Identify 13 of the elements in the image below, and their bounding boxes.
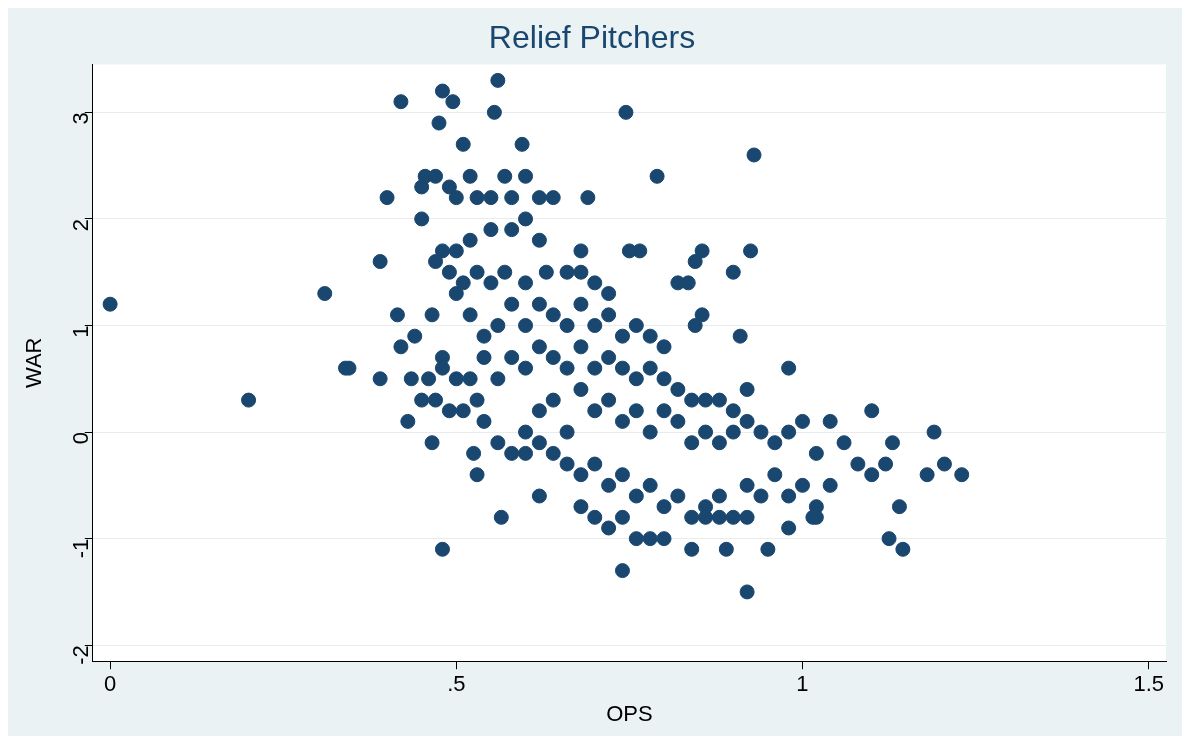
y-axis-title: WAR [21,337,47,389]
y-tick-label: 1 [67,325,93,338]
x-tick-label: 1 [796,671,809,697]
y-tick-label: -1 [67,538,93,559]
x-axis-title: OPS [606,700,653,726]
y-tick-label: 3 [67,112,93,125]
y-tick-label: 0 [67,432,93,445]
chart-title: Relief Pitchers [488,19,696,56]
x-tick-label: 0 [103,671,117,697]
y-tick-label: -2 [67,645,93,665]
y-tick-label: 2 [67,218,93,232]
x-tick-label: 1.5 [1133,671,1164,697]
x-tick-label: .5 [447,671,466,697]
